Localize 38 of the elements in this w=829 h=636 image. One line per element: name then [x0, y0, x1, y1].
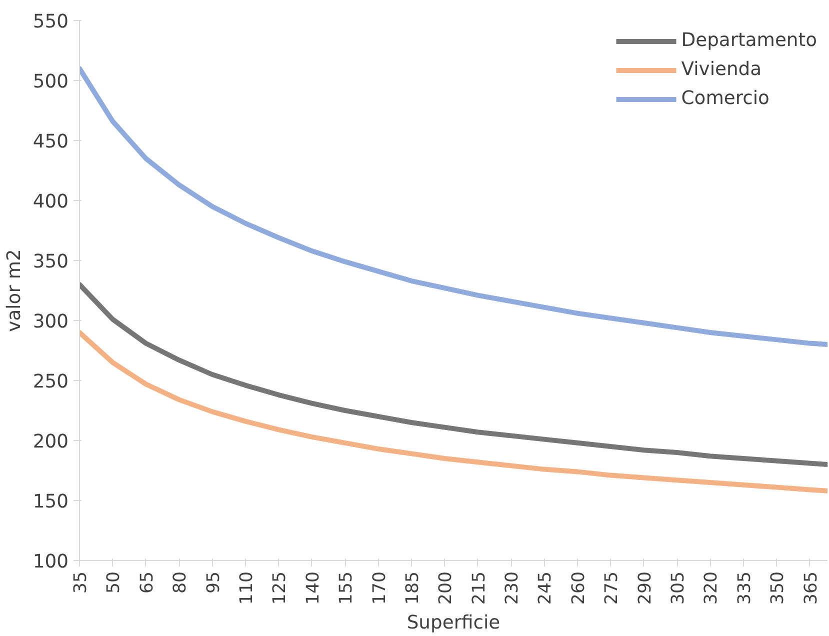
x-tick-label: 125 — [270, 571, 290, 605]
y-tick-label: 550 — [32, 12, 68, 32]
x-tick-label: 200 — [436, 571, 456, 605]
x-tick-label: 155 — [336, 571, 357, 605]
x-tick-label: 305 — [668, 571, 689, 605]
x-tick-label: 260 — [568, 571, 589, 605]
y-tick-label: 250 — [32, 372, 68, 392]
x-axis-title: Superficie — [406, 612, 500, 634]
x-tick-label: 110 — [236, 571, 257, 605]
x-tick-label: 230 — [502, 571, 523, 605]
legend-label: Comercio — [681, 88, 770, 109]
x-tick-label: 95 — [204, 571, 224, 594]
x-tick-label: 170 — [370, 571, 390, 605]
x-tick-label: 335 — [734, 571, 755, 605]
x-tick-label: 35 — [71, 571, 91, 594]
y-tick-label: 500 — [32, 72, 68, 92]
x-tick-label: 140 — [303, 571, 324, 605]
y-tick-label: 400 — [32, 192, 68, 212]
y-tick-label: 150 — [32, 492, 68, 512]
y-tick-label: 100 — [32, 552, 68, 572]
x-tick-label: 350 — [768, 571, 788, 605]
x-tick-label: 50 — [104, 571, 124, 594]
y-tick-label: 350 — [32, 252, 68, 272]
legend-label: Departamento — [681, 30, 817, 51]
x-tick-label: 365 — [801, 571, 822, 605]
x-tick-label: 185 — [402, 571, 423, 605]
x-tick-label: 80 — [170, 571, 191, 594]
y-axis-title: valor m2 — [4, 249, 25, 332]
y-tick-label: 300 — [32, 312, 68, 332]
y-tick-label: 200 — [32, 432, 68, 452]
y-tick-label: 450 — [32, 132, 68, 152]
x-tick-label: 245 — [536, 571, 556, 605]
x-tick-label: 290 — [635, 571, 656, 605]
x-tick-label: 320 — [702, 571, 722, 605]
x-tick-label: 275 — [602, 571, 622, 605]
x-tick-label: 215 — [469, 571, 490, 605]
legend-label: Vivienda — [681, 59, 762, 80]
x-tick-label: 65 — [137, 571, 158, 594]
